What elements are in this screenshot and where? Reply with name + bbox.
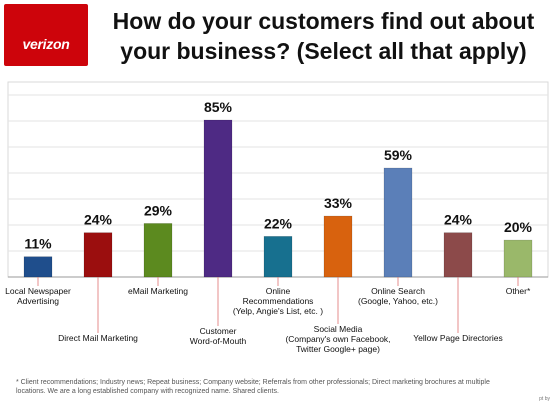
data-label: 22% — [264, 215, 293, 231]
category-label: (Yelp, Angie's List, etc. ) — [233, 306, 323, 316]
bar — [83, 232, 113, 278]
category-label: Local Newspaper — [5, 286, 71, 296]
category-label: Customer — [200, 326, 237, 336]
category-label: Other* — [506, 286, 531, 296]
category-label: Twitter Google+ page) — [296, 344, 380, 354]
logo-text: verizon — [22, 36, 70, 52]
data-label: 20% — [504, 219, 533, 235]
data-label: 85% — [204, 99, 233, 115]
category-label: (Company's own Facebook, — [285, 334, 390, 344]
bar — [143, 223, 173, 278]
category-label: Online — [266, 286, 291, 296]
data-label: 29% — [144, 202, 173, 218]
category-label: Advertising — [17, 296, 59, 306]
chart-title: How do your customers find out about you… — [96, 6, 551, 66]
bar — [263, 236, 293, 278]
category-label: Word-of-Mouth — [190, 336, 247, 346]
category-label: Recommendations — [243, 296, 314, 306]
bar — [323, 215, 353, 278]
category-label: (Google, Yahoo, etc.) — [358, 296, 438, 306]
data-label: 11% — [24, 236, 52, 252]
category-label: Direct Mail Marketing — [58, 333, 138, 343]
category-label: Yellow Page Directories — [413, 333, 502, 343]
category-label: eMail Marketing — [128, 286, 188, 296]
footnote: * Client recommendations; Industry news;… — [16, 379, 490, 395]
category-label: Social Media — [314, 324, 363, 334]
bar — [203, 119, 233, 278]
bar — [383, 167, 413, 278]
verizon-logo: verizon — [4, 4, 88, 66]
category-label: Online Search — [371, 286, 425, 296]
bar — [23, 256, 53, 278]
data-label: 59% — [384, 147, 413, 163]
data-label: 24% — [444, 212, 473, 228]
data-label: 24% — [84, 212, 113, 228]
title-line-1: How do your customers find out about — [112, 8, 535, 34]
header: verizon How do your customers find out a… — [0, 0, 556, 72]
source-mark: pt by — [539, 396, 550, 402]
bar — [503, 239, 533, 278]
bar — [443, 232, 473, 278]
title-line-2: your business? (Select all that apply) — [120, 38, 527, 64]
data-label: 33% — [324, 195, 353, 211]
